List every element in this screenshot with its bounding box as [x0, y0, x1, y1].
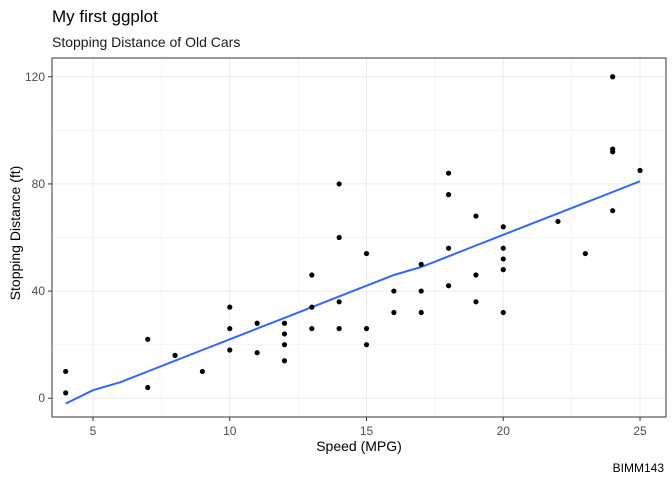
data-point	[391, 288, 397, 294]
data-point	[500, 309, 506, 316]
data-point	[227, 304, 233, 310]
data-point	[500, 267, 506, 273]
data-point	[172, 352, 178, 358]
y-tick-label: 0	[38, 391, 45, 405]
data-point	[610, 146, 616, 152]
data-point	[281, 342, 288, 348]
data-point	[610, 74, 616, 80]
data-point	[145, 384, 151, 391]
data-point	[473, 213, 479, 219]
data-point	[582, 250, 588, 257]
data-point	[363, 342, 370, 348]
data-point	[363, 325, 370, 332]
data-point	[281, 358, 288, 364]
data-point	[637, 167, 643, 174]
y-axis: 0 40 80 120	[25, 70, 52, 405]
data-point	[500, 245, 506, 251]
x-tick-label: 10	[223, 424, 237, 438]
data-point	[281, 320, 288, 326]
y-axis-title: Stopping Distance (ft)	[7, 166, 23, 301]
grid-lines	[52, 58, 666, 417]
data-point	[445, 170, 452, 176]
data-points	[63, 74, 643, 396]
data-point	[500, 256, 506, 262]
y-tick-label: 80	[32, 177, 46, 191]
y-tick-label: 40	[32, 284, 46, 298]
data-point	[336, 299, 342, 305]
data-point	[555, 218, 561, 225]
data-point	[500, 224, 506, 230]
data-point	[418, 309, 424, 316]
x-tick-label: 25	[633, 424, 647, 438]
data-point	[199, 368, 206, 375]
data-point	[610, 208, 616, 214]
data-point	[63, 390, 69, 396]
panel-border	[51, 57, 667, 418]
x-axis: 5 10 15 20 25	[90, 417, 647, 438]
data-point	[227, 347, 233, 353]
data-point	[227, 325, 233, 332]
data-point	[336, 234, 342, 241]
data-point	[391, 309, 397, 316]
chart-caption: BIMM143	[613, 461, 665, 475]
data-point	[254, 320, 260, 326]
data-point	[418, 261, 424, 267]
chart-subtitle: Stopping Distance of Old Cars	[52, 34, 240, 50]
data-point	[445, 192, 452, 198]
x-axis-title: Speed (MPG)	[316, 438, 402, 454]
x-tick-label: 20	[497, 424, 511, 438]
data-point	[336, 181, 342, 187]
data-point	[363, 250, 370, 257]
y-tick-label: 120	[25, 70, 45, 84]
data-point	[145, 336, 151, 342]
data-point	[473, 272, 479, 278]
data-point	[281, 331, 288, 337]
data-point	[445, 283, 452, 289]
data-point	[309, 304, 315, 310]
data-point	[309, 272, 315, 278]
data-point	[254, 350, 260, 356]
data-point	[63, 368, 69, 375]
data-point	[445, 245, 452, 251]
chart-title: My first ggplot	[52, 7, 158, 26]
data-point	[473, 299, 479, 305]
data-point	[309, 325, 315, 332]
trend-line	[65, 180, 641, 405]
data-point	[336, 325, 342, 332]
x-tick-label: 5	[90, 424, 97, 438]
x-tick-label: 15	[360, 424, 374, 438]
data-point	[418, 288, 424, 294]
plot-panel	[51, 57, 667, 418]
